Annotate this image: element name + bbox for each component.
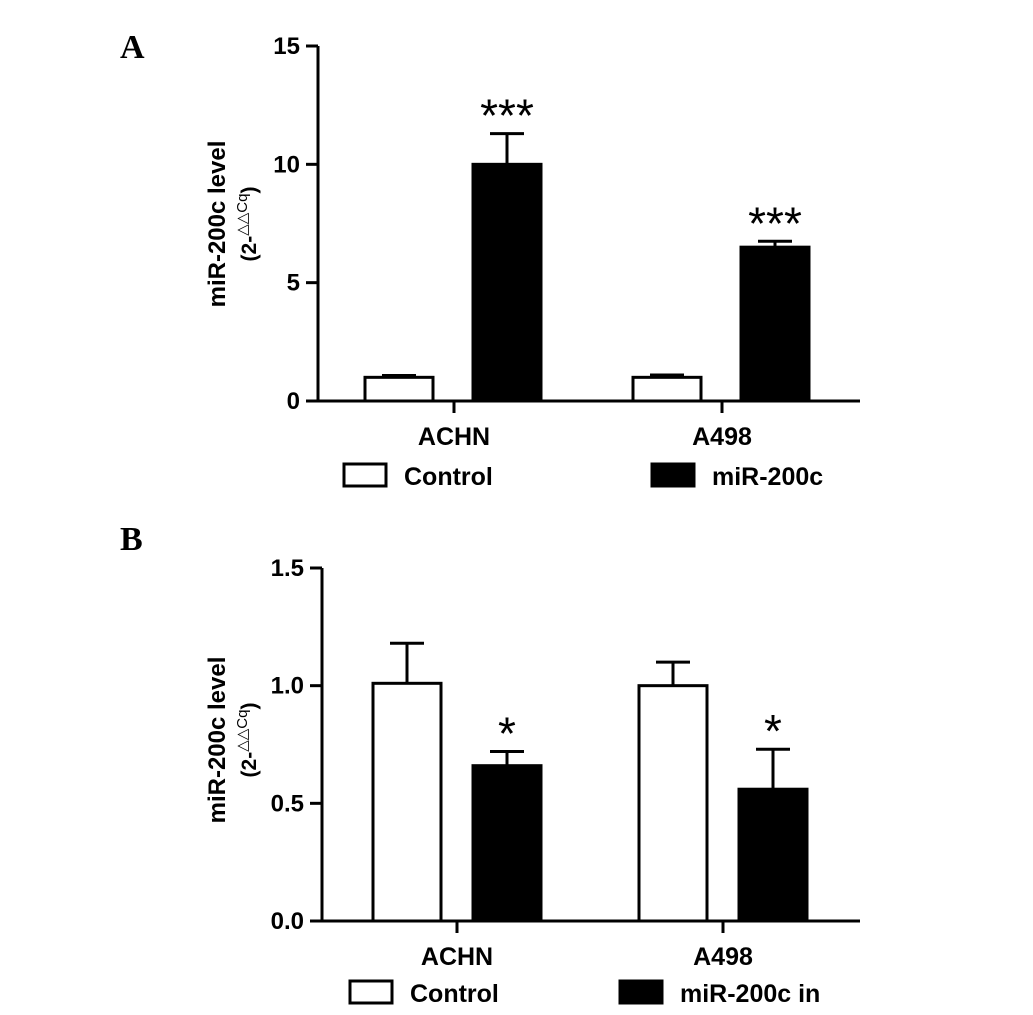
y-tick-label: 0.0 bbox=[271, 908, 304, 935]
y-axis-sublabel-suffix: ) bbox=[238, 703, 261, 710]
legend-swatch bbox=[348, 979, 394, 1005]
y-axis-sublabel: (2-△△Cq) bbox=[234, 187, 261, 262]
y-tick-label: 0.5 bbox=[271, 790, 304, 817]
bar bbox=[737, 787, 809, 923]
bar bbox=[471, 162, 543, 403]
legend-swatch bbox=[618, 979, 664, 1005]
x-tick-label: A498 bbox=[693, 943, 753, 971]
y-axis-label: miR-200c level bbox=[204, 657, 231, 824]
legend-swatch bbox=[342, 462, 388, 488]
y-tick-label: 1.5 bbox=[271, 555, 304, 582]
x-tick-label: ACHN bbox=[421, 943, 493, 971]
panel-letter: B bbox=[120, 521, 143, 558]
significance-marker: *** bbox=[480, 90, 534, 142]
y-tick-label: 5 bbox=[287, 270, 300, 297]
legend-label: miR-200c bbox=[712, 463, 823, 491]
x-tick-label: ACHN bbox=[418, 423, 490, 451]
significance-marker: * bbox=[498, 708, 516, 760]
y-tick-label: 10 bbox=[273, 151, 300, 178]
y-axis-sublabel-superscript: △△Cq bbox=[234, 710, 251, 752]
bar bbox=[631, 375, 703, 403]
y-axis-sublabel-prefix: (2- bbox=[238, 236, 261, 262]
y-axis-label: miR-200c level bbox=[204, 141, 231, 308]
bar bbox=[471, 764, 543, 923]
y-axis-sublabel: (2-△△Cq) bbox=[234, 703, 261, 778]
significance-marker: *** bbox=[748, 197, 802, 249]
y-axis-sublabel-suffix: ) bbox=[238, 187, 261, 194]
y-tick-label: 0 bbox=[287, 388, 300, 415]
legend: Control miR-200c in bbox=[348, 979, 820, 1008]
y-tick-label: 15 bbox=[273, 33, 300, 60]
y-axis-sublabel-prefix: (2- bbox=[238, 752, 261, 778]
legend-label: Control bbox=[410, 980, 499, 1008]
bar bbox=[739, 245, 811, 403]
x-tick-label: A498 bbox=[692, 423, 752, 451]
y-axis-sublabel-superscript: △△Cq bbox=[234, 194, 251, 236]
bar bbox=[363, 375, 435, 403]
bar bbox=[637, 684, 709, 923]
legend-swatch bbox=[650, 462, 696, 488]
legend-label: miR-200c in bbox=[680, 980, 820, 1008]
bar bbox=[371, 681, 443, 923]
legend-label: Control bbox=[404, 463, 493, 491]
y-tick-label: 1.0 bbox=[271, 673, 304, 700]
significance-marker: * bbox=[764, 705, 782, 757]
legend: Control miR-200c bbox=[342, 462, 823, 491]
panel-letter: A bbox=[120, 29, 145, 66]
